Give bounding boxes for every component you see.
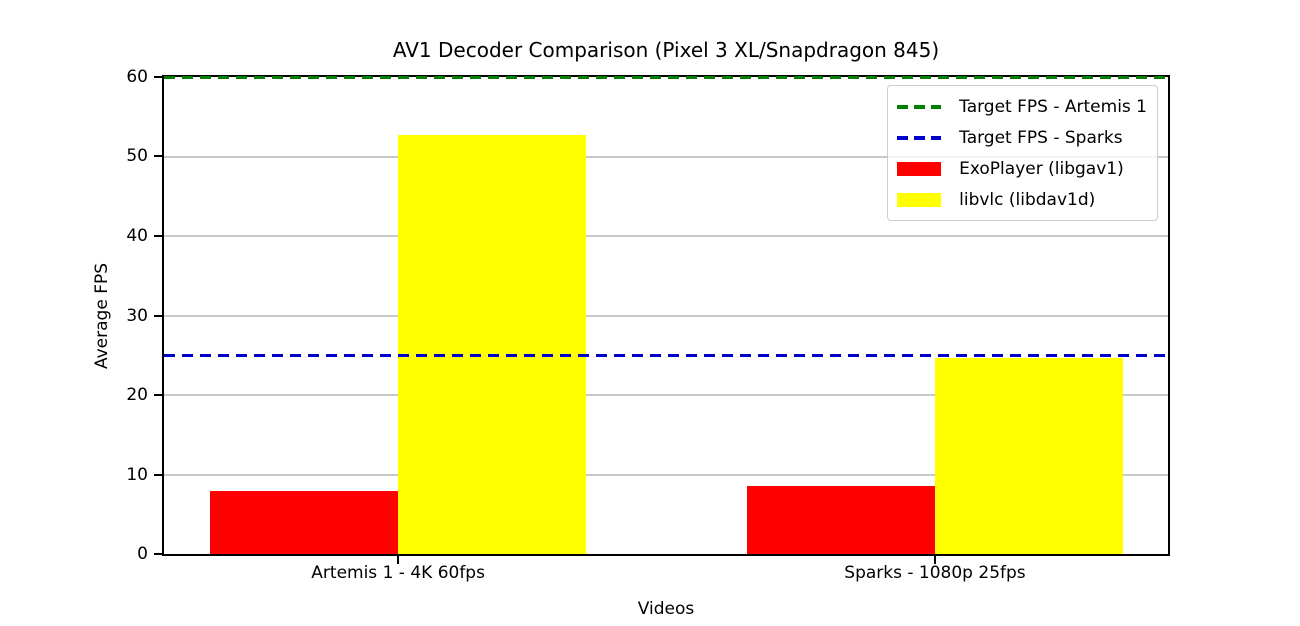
y-tick-mark [154,76,162,78]
x-tick-label: Artemis 1 - 4K 60fps [311,563,485,583]
legend-item-target-artemis: Target FPS - Artemis 1 [897,91,1147,122]
patch-swatch-yellow [897,192,942,207]
x-tick-label: Sparks - 1080p 25fps [844,563,1026,583]
legend-swatch-box [897,104,942,109]
patch-swatch-red [897,161,942,176]
legend-label: ExoPlayer (libgav1) [959,158,1124,179]
legend-label: libvlc (libdav1d) [959,189,1096,210]
bar-exoplayer [746,485,935,554]
dashed-line-swatch-green [897,104,942,109]
y-tick-label: 30 [126,305,148,326]
x-tick-mark [397,556,400,564]
y-tick-mark [154,234,162,237]
y-tick-label: 50 [126,146,148,167]
x-tick-mark [933,556,936,564]
y-tick-mark [154,393,162,396]
legend: Target FPS - Artemis 1 Target FPS - Spar… [887,85,1158,221]
y-tick-label: 20 [126,384,148,405]
legend-item-libvlc: libvlc (libdav1d) [897,184,1147,215]
target-line-artemis [164,75,1168,79]
legend-swatch-box [897,192,942,207]
legend-item-target-sparks: Target FPS - Sparks [897,122,1147,153]
y-tick-label: 0 [137,544,148,564]
y-tick-mark [154,155,162,158]
gridline [164,235,1168,238]
bar-libvlc [934,358,1124,554]
gridline [164,155,1168,158]
y-tick-mark [154,314,162,317]
dashed-line-swatch-blue [897,135,942,140]
x-axis-label: Videos [637,599,695,619]
target-line-sparks [164,353,1168,357]
legend-swatch-box [897,135,942,140]
chart-title: AV1 Decoder Comparison (Pixel 3 XL/Snapd… [392,38,940,62]
y-tick-mark [154,553,162,555]
gridline [164,394,1168,397]
gridline [164,473,1168,476]
bar-exoplayer [209,491,399,554]
gridline [164,314,1168,317]
legend-swatch-box [897,161,942,176]
bar-libvlc [398,135,587,554]
y-tick-label: 60 [126,67,148,87]
legend-label: Target FPS - Sparks [959,127,1123,148]
legend-label: Target FPS - Artemis 1 [959,96,1147,117]
plot-area: 0 10 20 30 40 50 60 Artemis 1 - 4K 60fps Sparks… [126,67,1170,583]
y-tick-label: 40 [126,225,148,246]
legend-item-exoplayer: ExoPlayer (libgav1) [897,153,1147,184]
y-tick-mark [154,473,162,476]
y-tick-label: 10 [126,464,148,485]
